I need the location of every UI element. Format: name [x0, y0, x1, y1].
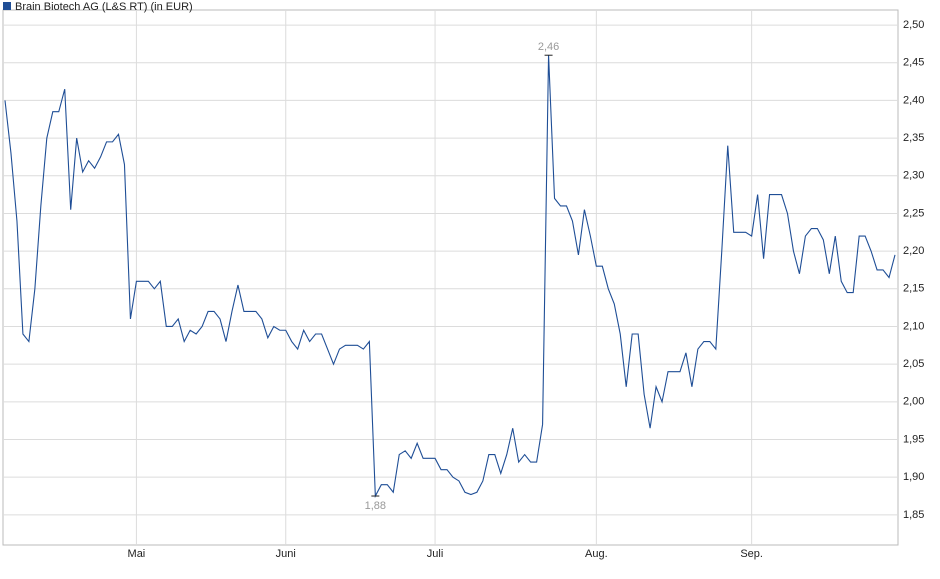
- y-tick-label: 2,25: [903, 207, 924, 219]
- y-tick-label: 1,95: [903, 433, 924, 445]
- y-tick-label: 2,05: [903, 358, 924, 370]
- price-line: [4, 55, 896, 499]
- annotation-label: 1,88: [365, 500, 386, 512]
- annotation-label: 2,46: [538, 41, 559, 53]
- y-tick-label: 2,45: [903, 57, 924, 69]
- y-tick-label: 1,85: [903, 509, 924, 521]
- legend-swatch: [3, 2, 11, 10]
- y-tick-label: 2,40: [903, 94, 924, 106]
- x-tick-label: Aug.: [585, 548, 608, 560]
- y-tick-label: 2,10: [903, 320, 924, 332]
- x-tick-label: Mai: [128, 548, 146, 560]
- y-tick-label: 2,20: [903, 245, 924, 257]
- x-tick-label: Juni: [276, 548, 296, 560]
- x-tick-label: Sep.: [740, 548, 763, 560]
- y-tick-label: 2,35: [903, 132, 924, 144]
- plot-area: [2, 9, 899, 546]
- y-tick-label: 1,90: [903, 471, 924, 483]
- legend-label: Brain Biotech AG (L&S RT) (in EUR): [15, 1, 193, 13]
- y-tick-label: 2,50: [903, 19, 924, 31]
- x-tick-label: Juli: [427, 548, 444, 560]
- y-tick-label: 2,15: [903, 283, 924, 295]
- y-tick-label: 2,00: [903, 396, 924, 408]
- y-tick-label: 2,30: [903, 170, 924, 182]
